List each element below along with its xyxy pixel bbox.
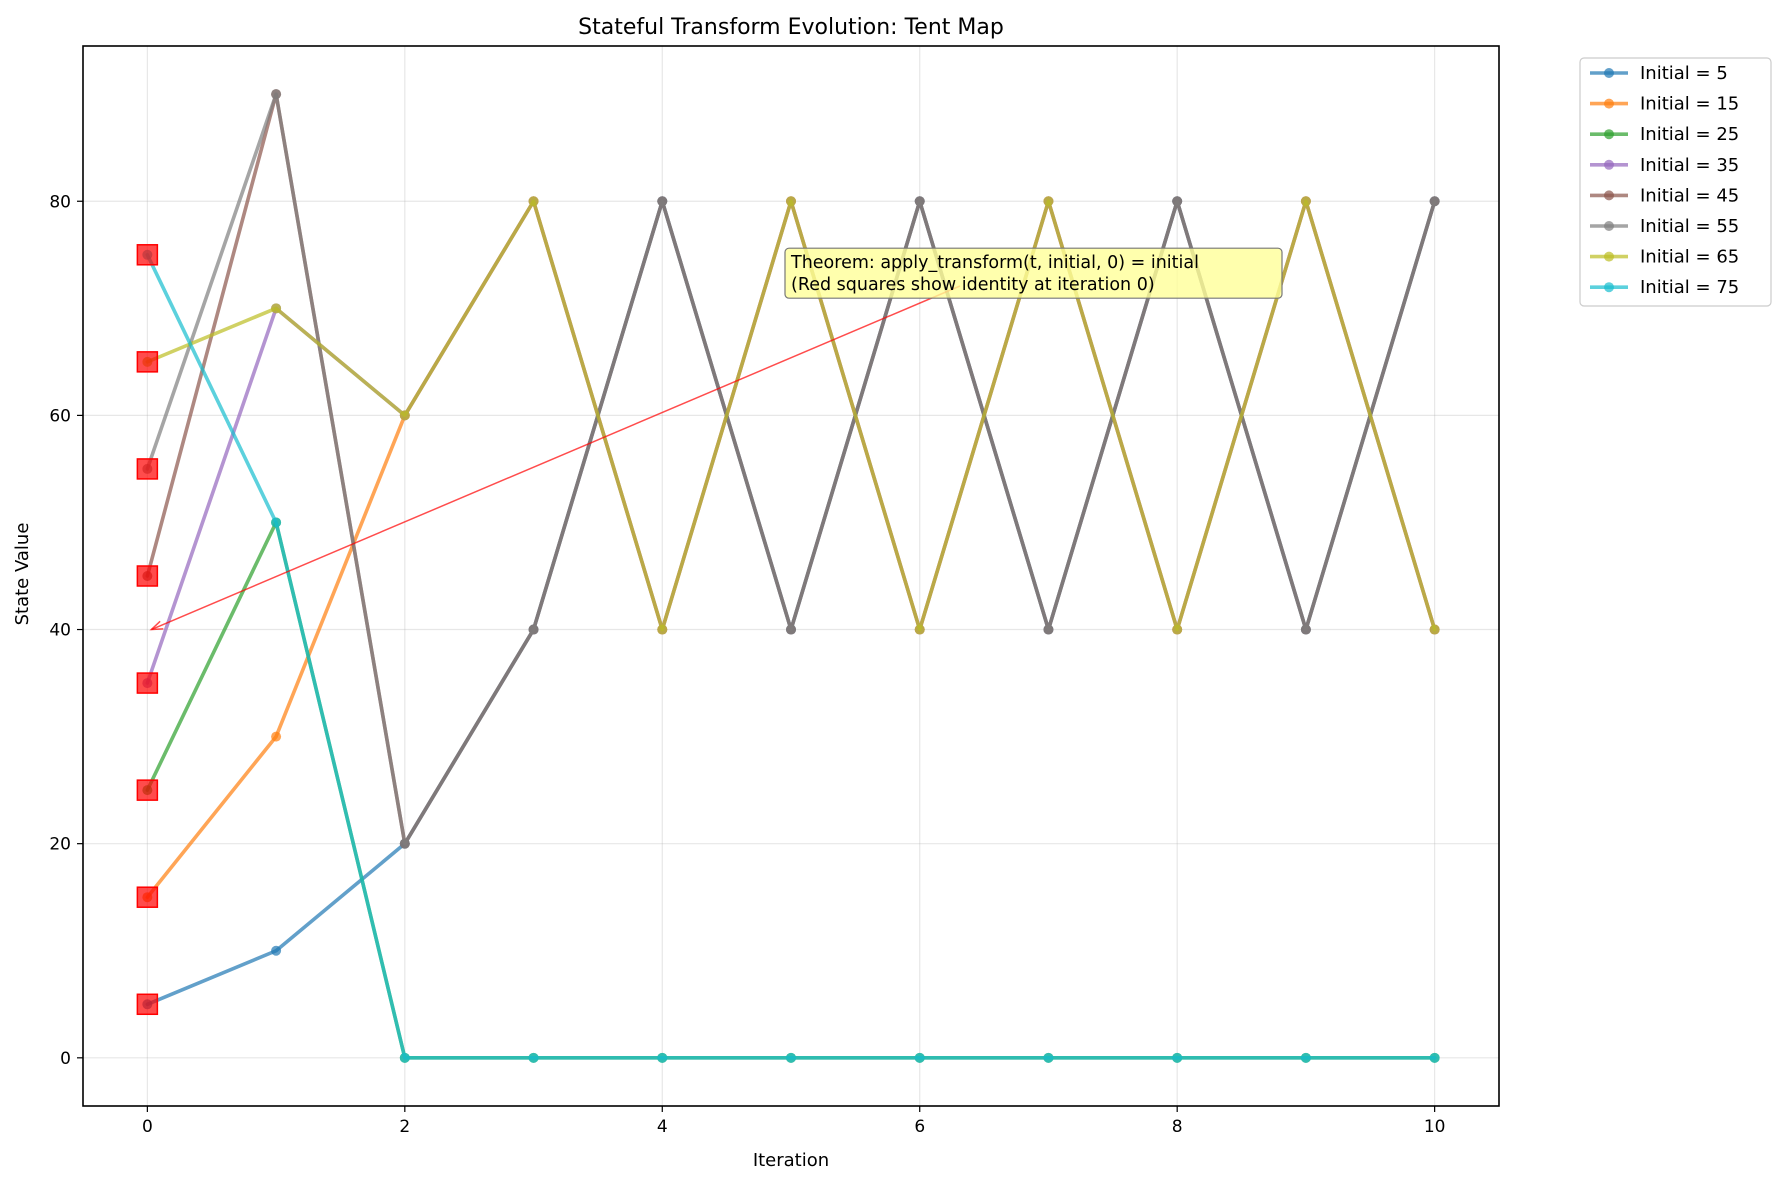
data-point <box>399 1052 410 1063</box>
data-point <box>1429 624 1440 635</box>
data-point <box>528 196 539 207</box>
identity-marker <box>136 993 159 1016</box>
data-point <box>1043 624 1054 635</box>
legend-swatch-marker <box>1604 190 1614 201</box>
data-point <box>271 731 282 742</box>
plot-area-frame <box>82 45 1500 1107</box>
legend-label: Initial = 5 <box>1640 63 1728 84</box>
y-tick-label: 80 <box>49 192 71 212</box>
data-point <box>1429 1052 1440 1063</box>
identity-marker <box>136 244 159 266</box>
y-axis-title: State Value <box>12 523 33 626</box>
data-point <box>786 196 796 207</box>
data-point <box>271 517 282 528</box>
legend-label: Initial = 15 <box>1640 94 1739 115</box>
identity-marker <box>136 458 159 480</box>
x-tick-label: 4 <box>657 1117 668 1137</box>
data-point <box>786 624 796 635</box>
identity-marker <box>136 351 159 373</box>
identity-marker <box>136 779 159 801</box>
data-point <box>528 624 539 635</box>
data-point <box>657 624 668 635</box>
data-point <box>786 1052 796 1063</box>
axis-ticks: 0 2 4 6 8 10 0 20 40 60 80 <box>49 192 1445 1137</box>
legend-swatch-marker <box>1604 282 1614 293</box>
legend-swatch-marker <box>1604 221 1614 231</box>
legend-swatch-marker <box>1604 159 1614 170</box>
legend-label: Initial = 25 <box>1640 124 1739 145</box>
x-tick-label: 0 <box>142 1117 153 1137</box>
data-point <box>271 945 282 956</box>
series <box>142 196 1440 635</box>
x-tick-label: 2 <box>399 1117 410 1137</box>
data-point <box>271 89 282 100</box>
data-point <box>1172 196 1183 207</box>
identity-marker <box>136 565 159 587</box>
annotation-arrowhead <box>149 620 164 631</box>
data-point <box>1429 196 1440 207</box>
identity-markers <box>136 244 159 1016</box>
annotation-text-line: Theorem: apply_transform(t, initial, 0) … <box>790 253 1199 273</box>
data-point <box>399 838 410 849</box>
x-tick-label: 10 <box>1424 1117 1446 1137</box>
y-tick-label: 20 <box>49 835 71 855</box>
theorem-annotation: Theorem: apply_transform(t, initial, 0) … <box>149 247 1283 631</box>
series-lines <box>142 89 1440 1063</box>
data-point <box>399 410 410 421</box>
identity-marker <box>136 886 159 908</box>
data-point <box>271 303 282 314</box>
legend-swatch-marker <box>1604 129 1614 140</box>
data-point <box>657 1052 668 1063</box>
data-point <box>1300 1052 1311 1063</box>
data-point <box>1300 624 1311 635</box>
legend-swatch-marker <box>1604 98 1614 109</box>
chart-title: Stateful Transform Evolution: Tent Map <box>578 15 1004 40</box>
data-point <box>914 624 925 635</box>
legend-label: Initial = 55 <box>1640 216 1739 237</box>
x-axis-title: Iteration <box>753 1150 829 1171</box>
legend-label: Initial = 45 <box>1640 185 1739 206</box>
annotation-box <box>784 247 1283 299</box>
legend-label: Initial = 35 <box>1640 155 1739 176</box>
legend-label: Initial = 65 <box>1640 247 1739 268</box>
y-tick-label: 60 <box>49 406 71 426</box>
data-point <box>657 196 668 207</box>
legend-swatch-marker <box>1604 68 1614 78</box>
data-point <box>528 1052 539 1063</box>
legend-label: Initial = 75 <box>1640 277 1739 298</box>
legend-swatch-marker <box>1604 251 1614 262</box>
x-tick-label: 6 <box>914 1117 925 1137</box>
y-tick-label: 40 <box>49 621 71 641</box>
y-tick-label: 0 <box>60 1049 71 1069</box>
x-tick-label: 8 <box>1172 1117 1183 1137</box>
data-point <box>914 1052 925 1063</box>
data-point <box>1172 1052 1183 1063</box>
data-point <box>1043 1052 1054 1063</box>
data-point <box>914 196 925 207</box>
data-point <box>1172 624 1183 635</box>
annotation-arrow <box>151 285 961 631</box>
annotation-text-line: (Red squares show identity at iteration … <box>791 275 1155 295</box>
data-point <box>1043 196 1054 207</box>
legend: Initial = 5 Initial = 15 Initial = 25 Initi… <box>1579 57 1772 307</box>
identity-marker <box>136 672 159 694</box>
legend-frame <box>1579 57 1772 307</box>
data-point <box>1300 196 1311 207</box>
